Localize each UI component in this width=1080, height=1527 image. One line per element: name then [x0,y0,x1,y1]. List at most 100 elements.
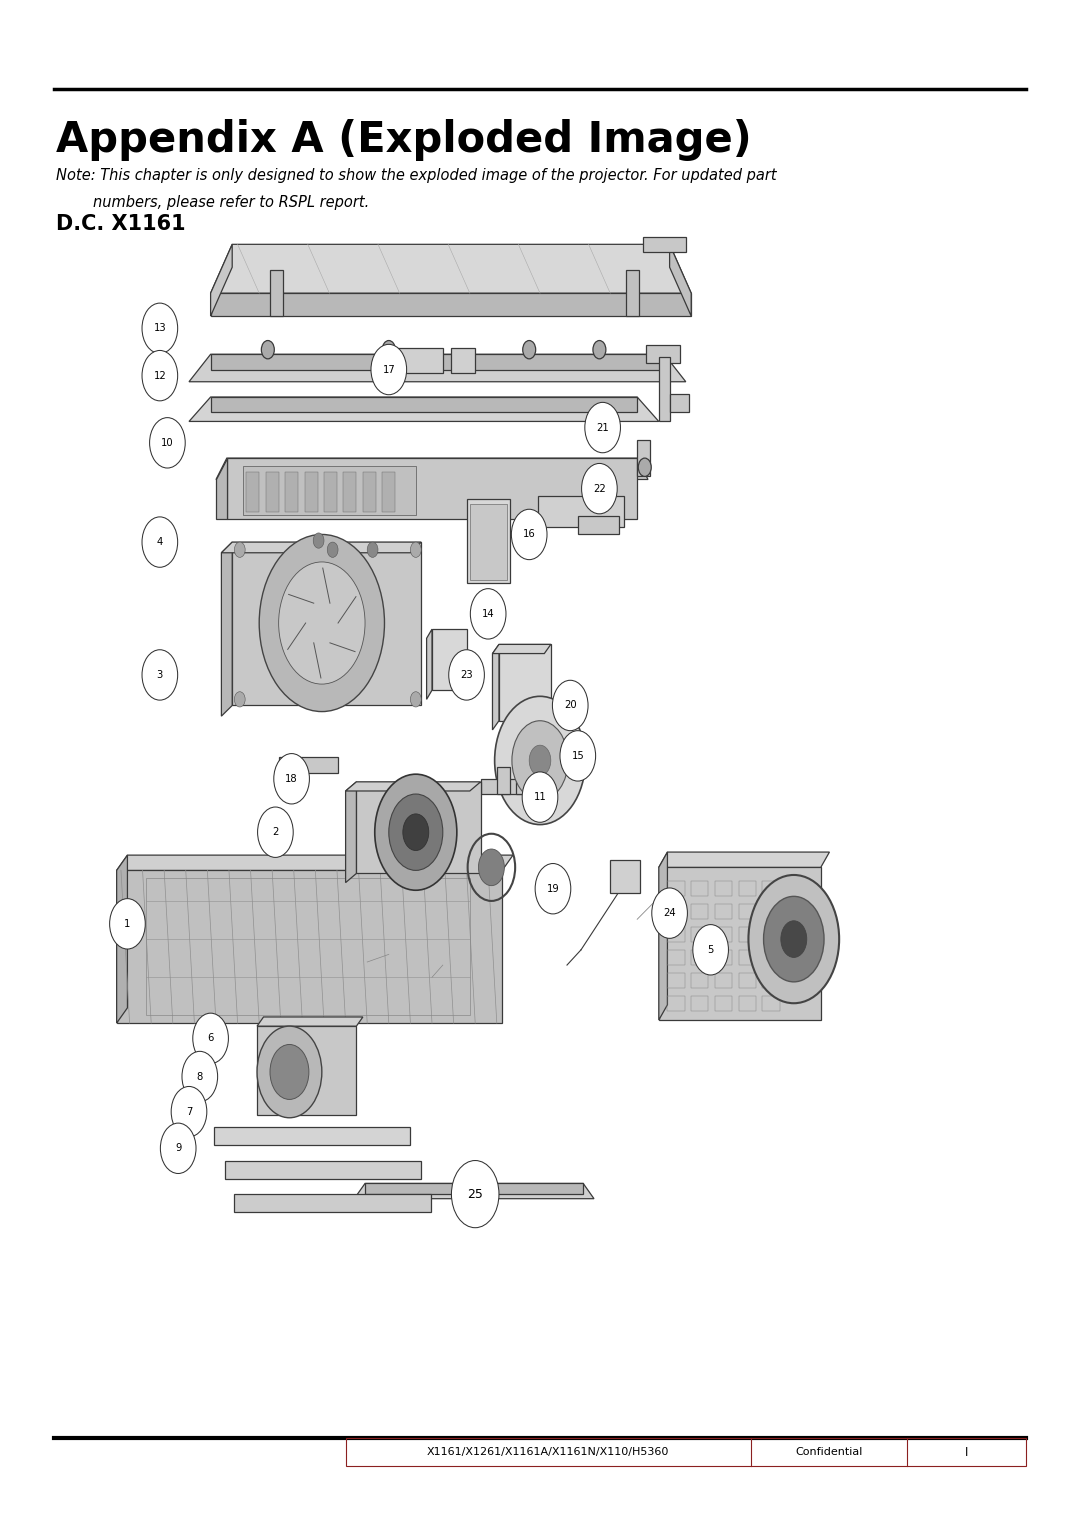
Text: 18: 18 [285,774,298,783]
Bar [305,472,318,512]
Bar [762,973,780,988]
Polygon shape [659,852,667,1020]
Text: 19: 19 [546,884,559,893]
Polygon shape [492,644,499,730]
Polygon shape [216,458,648,479]
Circle shape [512,721,568,800]
Text: X1161/X1261/X1161A/X1161N/X110/H5360: X1161/X1261/X1161A/X1161N/X110/H5360 [427,1448,670,1457]
Circle shape [382,341,395,359]
Bar [516,767,529,794]
Polygon shape [432,629,467,690]
Circle shape [161,1124,197,1173]
Bar [467,499,510,583]
Polygon shape [365,1183,583,1194]
Polygon shape [211,244,232,316]
Bar [610,860,640,893]
Circle shape [192,1014,229,1063]
Circle shape [327,542,338,557]
Text: 12: 12 [153,371,166,380]
Circle shape [372,344,406,394]
Circle shape [471,588,505,638]
Polygon shape [499,644,551,721]
Polygon shape [346,782,356,883]
Bar [146,878,470,1015]
Text: 21: 21 [596,423,609,432]
Circle shape [261,341,274,359]
Text: 13: 13 [153,324,166,333]
Circle shape [536,864,571,913]
Circle shape [582,463,618,513]
Polygon shape [221,542,232,716]
Bar [667,927,685,942]
Bar [739,950,756,965]
Circle shape [512,508,548,559]
Bar [626,270,639,316]
Polygon shape [232,542,421,705]
Bar [715,950,732,965]
Circle shape [257,806,294,858]
Circle shape [270,1044,309,1099]
Text: 22: 22 [593,484,606,493]
Bar [667,973,685,988]
Bar [762,927,780,942]
Text: 6: 6 [207,1034,214,1043]
Text: 17: 17 [382,365,395,374]
Text: numbers, please refer to RSPL report.: numbers, please refer to RSPL report. [56,195,369,211]
Circle shape [693,924,729,976]
Text: 23: 23 [460,670,473,680]
Bar [659,357,670,421]
Circle shape [375,774,457,890]
Bar [739,881,756,896]
Bar [739,927,756,942]
Bar [285,472,298,512]
Polygon shape [221,542,421,553]
Polygon shape [354,1183,594,1199]
Bar [762,950,780,965]
Circle shape [234,542,245,557]
Bar [670,394,689,412]
Text: 14: 14 [482,609,495,618]
Polygon shape [214,1127,410,1145]
Bar [382,472,395,512]
Circle shape [410,692,421,707]
Bar [739,973,756,988]
Bar [667,904,685,919]
Polygon shape [234,1194,431,1212]
Polygon shape [189,397,659,421]
Text: Note: This chapter is only designed to show the exploded image of the projector.: Note: This chapter is only designed to s… [56,168,777,183]
Text: 3: 3 [157,670,163,680]
Circle shape [257,1026,322,1118]
Bar [691,881,708,896]
Circle shape [274,753,310,805]
Polygon shape [211,397,637,412]
Text: 4: 4 [157,538,163,547]
Circle shape [781,921,807,957]
Bar [637,440,650,476]
Circle shape [149,418,186,469]
Bar [691,950,708,965]
Bar [646,345,680,363]
Circle shape [181,1051,218,1102]
Polygon shape [427,629,432,699]
Circle shape [143,516,177,567]
Circle shape [171,1087,207,1136]
Text: 15: 15 [571,751,584,760]
Text: D.C. X1161: D.C. X1161 [56,214,186,234]
Bar [691,996,708,1011]
Bar [470,504,507,580]
Bar [739,904,756,919]
Circle shape [748,875,839,1003]
Bar [715,996,732,1011]
Text: Appendix A (Exploded Image): Appendix A (Exploded Image) [56,119,752,162]
Polygon shape [117,855,513,870]
Circle shape [449,649,484,699]
Bar [691,927,708,942]
Bar [451,348,475,373]
Text: 16: 16 [523,530,536,539]
Bar [762,996,780,1011]
Bar [246,472,259,512]
Circle shape [367,542,378,557]
Text: 7: 7 [186,1107,192,1116]
Bar [346,1438,1026,1466]
Circle shape [652,887,688,938]
